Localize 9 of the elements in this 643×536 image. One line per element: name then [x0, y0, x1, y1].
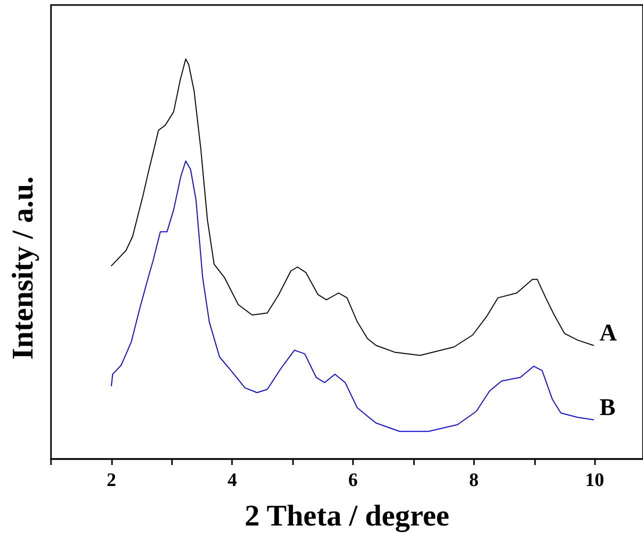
- x-tick-label: 4: [227, 470, 238, 491]
- y-axis-title: Intensity / a.u.: [6, 176, 40, 360]
- series-label: A: [599, 320, 618, 346]
- series-label: B: [599, 394, 616, 421]
- x-axis-title: 2 Theta / degree: [244, 500, 450, 532]
- x-tick-label: 10: [585, 470, 604, 491]
- x-tick-label: 8: [469, 470, 479, 491]
- x-tick-label: 6: [348, 470, 358, 491]
- x-tick-label: 2: [106, 470, 116, 491]
